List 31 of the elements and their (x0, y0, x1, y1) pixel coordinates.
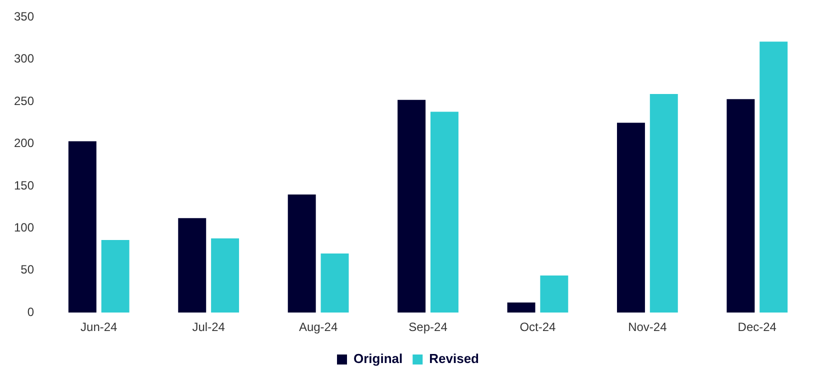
bar (650, 94, 678, 313)
bar (320, 254, 349, 313)
y-tick-label: 300 (14, 52, 34, 66)
x-tick-label: Oct-24 (520, 320, 556, 334)
bar (211, 238, 240, 313)
bar (507, 302, 536, 313)
y-tick-label: 350 (14, 10, 34, 24)
y-tick-label: 50 (20, 262, 34, 277)
bar (178, 218, 206, 313)
x-tick-label: Dec-24 (738, 320, 777, 334)
bar (616, 122, 645, 313)
y-tick-label: 100 (14, 220, 34, 235)
y-tick-label: 0 (27, 304, 34, 319)
bar (398, 100, 426, 313)
bar (540, 275, 568, 313)
y-tick-label: 200 (14, 136, 34, 150)
y-tick-label: 250 (14, 94, 34, 108)
bar (101, 240, 130, 313)
bar (68, 141, 96, 313)
legend-label: Original (354, 351, 403, 366)
bar (430, 112, 458, 313)
x-tick-label: Jun-24 (80, 320, 118, 334)
y-tick-label: 150 (14, 178, 34, 192)
x-tick-label: Jul-24 (192, 320, 226, 334)
x-tick-label: Nov-24 (628, 320, 668, 334)
x-tick-label: Aug-24 (298, 320, 338, 334)
bar (726, 99, 755, 313)
bar (760, 42, 788, 313)
bar (288, 194, 316, 313)
legend-label: Revised (429, 351, 480, 366)
x-tick-label: Sep-24 (408, 320, 448, 334)
